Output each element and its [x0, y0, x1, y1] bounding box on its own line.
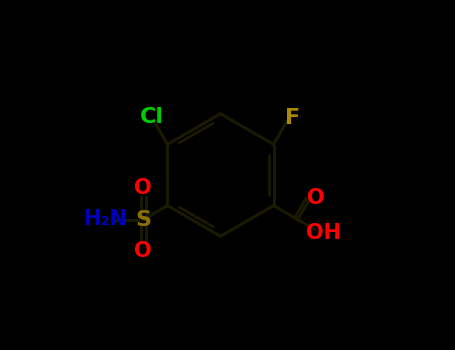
- Text: O: O: [134, 178, 152, 198]
- Text: OH: OH: [306, 223, 341, 243]
- Text: Cl: Cl: [140, 107, 164, 127]
- Text: F: F: [284, 108, 300, 128]
- Text: H₂N: H₂N: [83, 209, 126, 229]
- Text: S: S: [135, 210, 151, 230]
- Text: O: O: [134, 241, 152, 261]
- Text: O: O: [307, 188, 324, 208]
